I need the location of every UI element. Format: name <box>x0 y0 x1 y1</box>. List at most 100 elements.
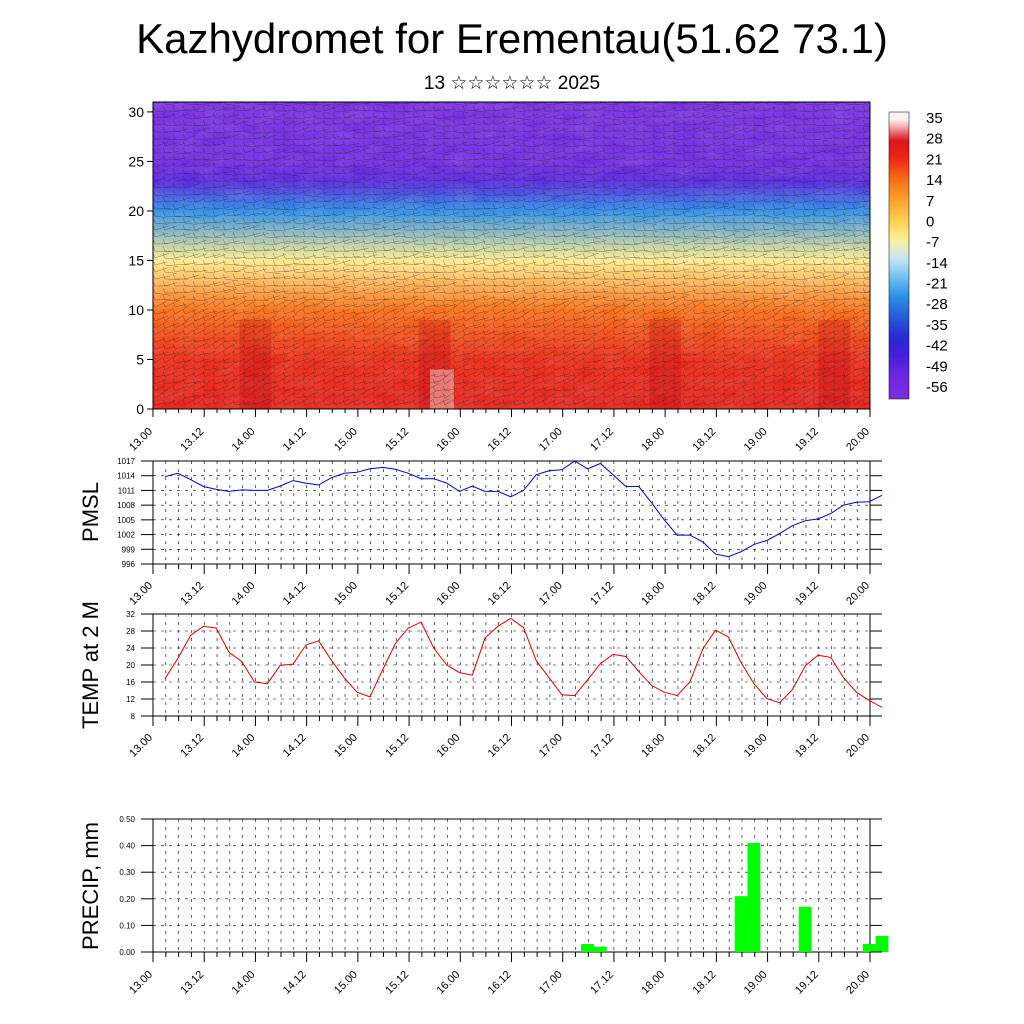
wind-barb-flag <box>702 112 706 119</box>
wind-barb-flag <box>242 182 246 189</box>
wind-barb-flag <box>423 102 426 105</box>
wind-barb-flag <box>782 168 786 175</box>
wind-barb <box>284 184 299 189</box>
wind-barb <box>524 145 540 147</box>
wind-barb <box>694 114 711 119</box>
wind-barb-flag <box>182 161 186 168</box>
wind-barb-flag <box>702 147 706 154</box>
wind-barb <box>814 159 827 161</box>
wind-barb <box>444 145 457 147</box>
wind-barb-flag <box>422 175 426 182</box>
wind-barb-flag <box>722 126 726 133</box>
wind-barb-flag <box>632 133 636 140</box>
wind-barb <box>804 180 817 182</box>
wind-barb <box>214 166 231 169</box>
wind-barb <box>274 163 287 168</box>
wind-barb <box>404 158 417 161</box>
wind-barb-flag <box>172 126 176 133</box>
wind-barb-flag <box>672 154 676 161</box>
wind-barb-flag <box>832 168 836 175</box>
wind-barb-flag <box>342 182 346 189</box>
wind-barb-flag <box>302 126 306 133</box>
wind-barb-flag <box>522 112 526 119</box>
wind-barb-flag <box>402 154 406 161</box>
wind-barb <box>364 166 379 170</box>
wind-barb-flag <box>452 126 456 133</box>
wind-barb <box>224 187 237 190</box>
wind-barb <box>334 172 347 175</box>
wind-barb <box>854 103 869 106</box>
wind-barb-flag <box>162 126 166 133</box>
wind-barb-flag <box>222 112 226 119</box>
wind-barb-flag <box>712 119 716 126</box>
wind-barb-flag <box>362 182 366 189</box>
wind-barb-flag <box>422 112 426 119</box>
wind-barb <box>794 180 808 184</box>
wind-barb <box>704 179 718 182</box>
wind-barb <box>294 117 306 120</box>
wind-barb-flag <box>442 112 446 119</box>
wind-barb-flag <box>472 182 476 189</box>
wind-barb-flag <box>712 105 716 112</box>
wind-barb-flag <box>552 147 556 154</box>
wind-barb-flag <box>262 119 266 126</box>
wind-barb <box>754 166 771 169</box>
wind-barb-flag <box>772 161 776 168</box>
wind-barb-flag <box>742 168 746 175</box>
wind-barb-flag <box>372 105 376 112</box>
wind-barb-flag <box>502 126 506 133</box>
wind-barb-flag <box>632 168 636 175</box>
wind-barb-flag <box>483 102 486 105</box>
wind-barb-flag <box>252 140 256 147</box>
wind-barb-flag <box>832 175 836 182</box>
wind-barb <box>194 144 208 147</box>
wind-barb-flag <box>462 161 466 168</box>
wind-barb <box>774 120 790 126</box>
wind-barb-flag <box>502 161 506 168</box>
wind-barb-flag <box>333 102 336 105</box>
wind-barb-flag <box>162 140 166 147</box>
wind-barb-flag <box>782 140 786 147</box>
wind-barb-flag <box>252 126 256 133</box>
wind-barb-flag <box>802 140 806 147</box>
wind-barb <box>694 127 710 133</box>
wind-barb-flag <box>662 133 666 140</box>
wind-barb-flag <box>252 105 256 112</box>
wind-barb <box>414 162 429 168</box>
wind-barb-flag <box>342 133 346 140</box>
wind-barb-flag <box>663 102 666 105</box>
wind-barb-flag <box>412 175 416 182</box>
wind-barb <box>544 170 559 175</box>
wind-barb <box>554 117 571 120</box>
wind-barb-flag <box>242 119 246 126</box>
wind-barb-flag <box>522 182 526 189</box>
wind-barb <box>754 142 766 147</box>
wind-barb <box>354 159 369 163</box>
wind-barb-flag <box>542 168 546 175</box>
wind-barb <box>764 143 778 147</box>
wind-barb <box>784 102 798 105</box>
wind-barb-flag <box>512 154 516 161</box>
wind-barb <box>714 115 729 119</box>
wind-barb-flag <box>362 161 366 168</box>
wind-barb-flag <box>403 102 406 105</box>
wind-barb-flag <box>552 182 556 189</box>
wind-barb-flag <box>702 168 706 175</box>
wind-barb-flag <box>592 105 596 112</box>
wind-barb <box>794 135 807 140</box>
wind-barb-flag <box>613 102 616 105</box>
wind-barb <box>384 130 400 133</box>
wind-barb-flag <box>472 147 476 154</box>
wind-barb-flag <box>482 126 486 133</box>
wind-barb <box>544 150 556 154</box>
wind-barb-flag <box>262 140 266 147</box>
wind-barb-flag <box>282 182 286 189</box>
wind-barb-flag <box>622 147 626 154</box>
wind-barb-flag <box>402 175 406 182</box>
wind-barb <box>694 105 710 112</box>
wind-barb <box>844 117 860 121</box>
wind-barb-flag <box>832 133 836 140</box>
wind-barb-flag <box>412 126 416 133</box>
wind-barb-flag <box>862 147 866 154</box>
wind-barb <box>554 165 570 168</box>
